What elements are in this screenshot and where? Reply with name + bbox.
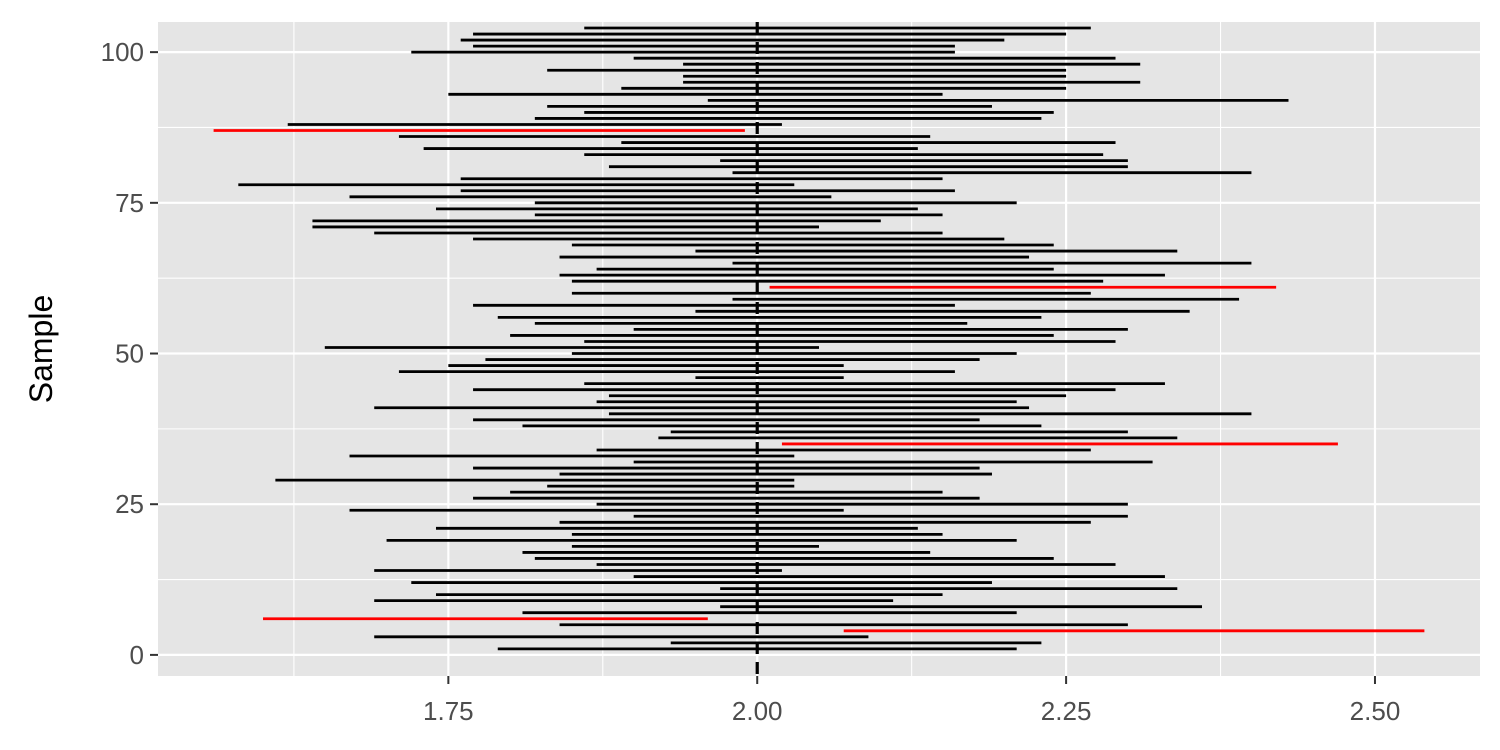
y-axis-title: Sample	[23, 295, 59, 404]
y-tick-label: 75	[115, 188, 144, 218]
y-tick-label: 50	[115, 339, 144, 369]
x-axis: 1.75 2.00 2.25 2.50	[423, 676, 1400, 726]
x-tick-label: 1.75	[423, 696, 474, 726]
x-tick-label: 2.25	[1041, 696, 1092, 726]
x-tick-label: 2.00	[732, 696, 783, 726]
y-tick-label: 25	[115, 489, 144, 519]
x-tick-label: 2.50	[1350, 696, 1401, 726]
y-tick-label: 100	[101, 37, 144, 67]
y-axis: 0 25 50 75 100	[101, 37, 158, 670]
y-tick-label: 0	[130, 640, 144, 670]
interval-bars	[213, 26, 1425, 651]
